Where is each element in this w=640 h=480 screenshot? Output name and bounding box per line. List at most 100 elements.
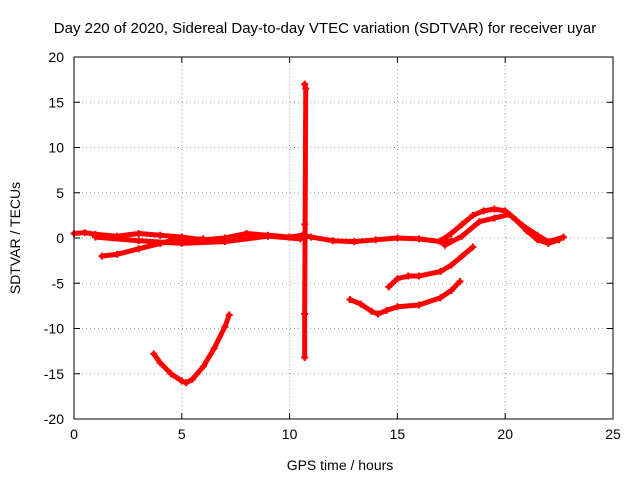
data-point [372,236,380,244]
x-tick-label: 25 [605,426,621,442]
data-point [385,283,393,291]
y-tick-label: 20 [48,49,64,65]
data-point [490,214,498,222]
data-point [393,275,401,283]
y-tick-label: -20 [44,411,64,427]
x-tick-label: 15 [390,426,406,442]
data-point [415,235,423,243]
ticks: 0 5 10 15 20 25 -20 -15 -10 -5 0 5 10 15 20 [44,49,621,442]
data-point [178,236,186,244]
data-point [135,237,143,245]
y-tick-label: 0 [56,230,64,246]
x-tick-label: 20 [497,426,513,442]
chart-title: Day 220 of 2020, Sidereal Day-to-day VTE… [54,20,596,37]
data-point [307,233,315,241]
y-tick-label: -5 [52,275,65,291]
data-point [221,323,229,331]
data-point [150,350,158,358]
data-point [135,245,143,253]
data-point [178,377,186,385]
data-point [98,252,106,260]
series-late-rising-b [441,210,567,249]
data-point [329,237,337,245]
data-point [458,252,466,260]
series-rising-track [98,235,207,260]
data-point [221,238,229,246]
data-point [469,211,477,219]
data-point [518,221,526,229]
data-layer [70,80,567,387]
data-point [534,231,542,239]
data-point [301,310,309,318]
data-point [447,261,455,269]
data-point [559,233,567,241]
data-point [301,80,309,88]
series-line [93,233,303,246]
x-tick-label: 5 [178,426,186,442]
data-point [368,307,376,315]
data-point [182,379,190,387]
data-point [415,301,423,309]
y-axis-label: SDTVAR / TECUs [7,182,23,294]
data-point [156,359,164,367]
data-point [447,229,455,237]
y-tick-label: 5 [56,185,64,201]
data-point [506,210,514,218]
data-point [393,234,401,242]
data-point [469,243,477,251]
series-line [347,278,463,317]
series-baseline-lower [92,232,304,247]
series-outliers [301,80,310,361]
y-tick-label: -10 [44,321,64,337]
data-point [189,375,197,383]
data-point [225,311,233,319]
data-point [113,250,121,258]
data-point [199,235,207,243]
data-point [456,277,464,285]
x-tick-label: 0 [70,426,78,442]
data-point [490,205,498,213]
data-point [199,363,207,371]
series-outlier-near-zero [301,220,309,228]
data-point [437,267,445,275]
data-point [210,344,218,352]
x-axis-label: GPS time / hours [287,457,394,473]
y-tick-label: 15 [48,94,64,110]
data-point [475,218,483,226]
data-point [404,272,412,280]
data-point [544,238,552,246]
data-point [302,85,310,93]
series-line [151,312,232,386]
data-point [393,303,401,311]
data-point [156,231,164,239]
data-point [383,306,391,314]
y-tick-label: -15 [44,366,64,382]
series-dip-curve [150,311,233,387]
data-point [301,353,309,361]
data-point [458,220,466,228]
data-point [437,237,445,245]
data-point [242,229,250,237]
data-point [458,232,466,240]
data-point [156,239,164,247]
series-mid-segment [385,243,477,291]
x-tick-label: 10 [282,426,298,442]
data-point [480,207,488,215]
data-point [447,286,455,294]
y-tick-label: 10 [48,140,64,156]
data-point [357,300,365,308]
data-point [346,296,354,304]
data-point [301,220,309,228]
data-point [437,294,445,302]
data-point [81,229,89,237]
data-point [350,238,358,246]
data-point [135,229,143,237]
data-point [374,310,382,318]
series-low-segment [346,277,464,318]
data-point [264,232,272,240]
data-point [167,370,175,378]
data-point [415,272,423,280]
data-point [441,241,449,249]
data-point [92,233,100,241]
